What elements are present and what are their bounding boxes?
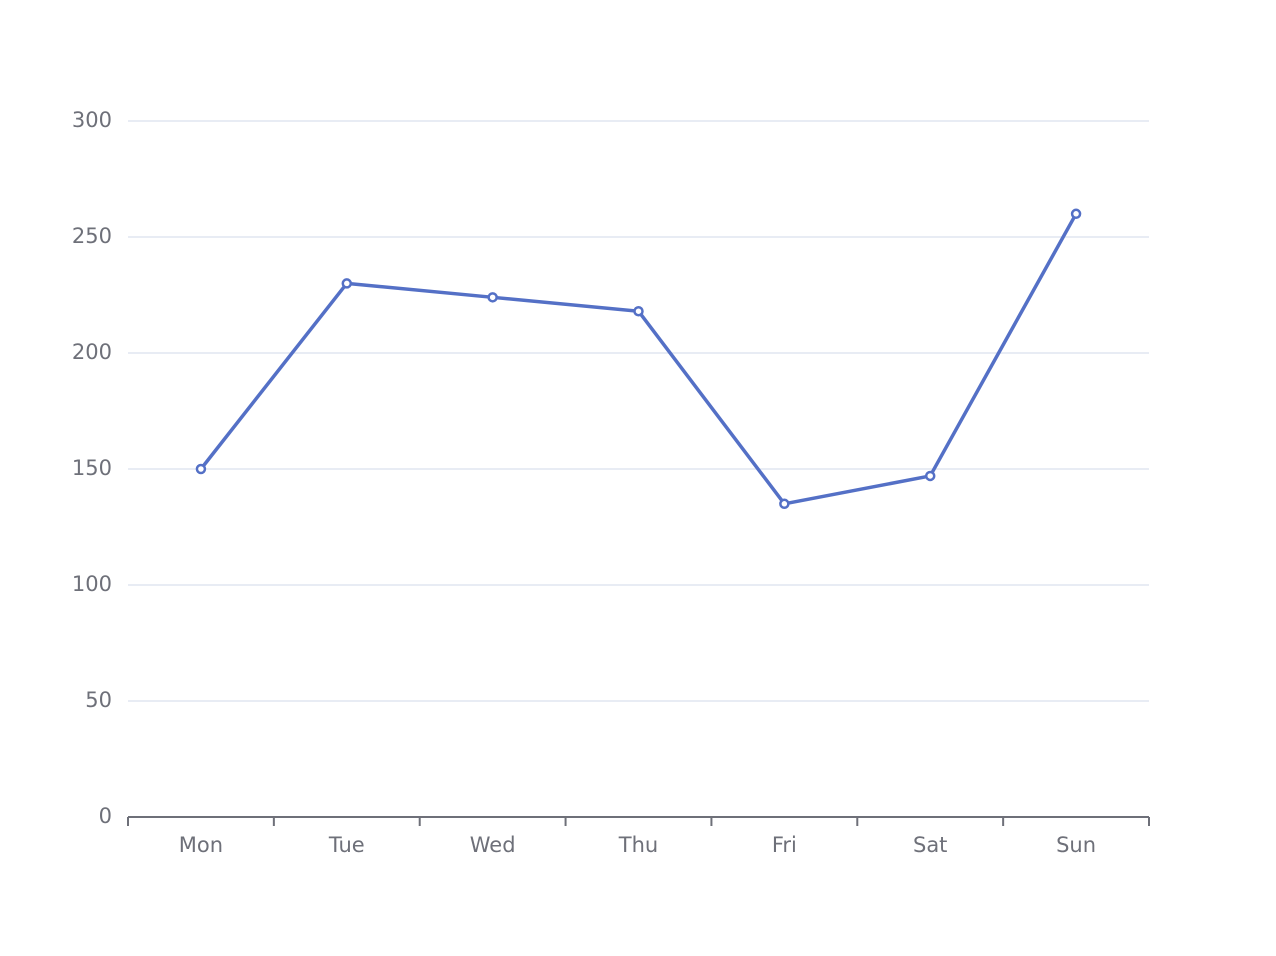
x-tick-label: Mon — [179, 833, 223, 857]
point — [633, 305, 644, 317]
x-tick-label: Thu — [618, 833, 658, 857]
y-tick-label: 100 — [72, 572, 112, 596]
y-tick-label: 150 — [72, 456, 112, 480]
y-tick-label: 300 — [72, 108, 112, 132]
x-tick-label: Fri — [772, 833, 797, 857]
x-tick-label: Tue — [328, 833, 365, 857]
y-tick-label: 50 — [85, 688, 112, 712]
line — [199, 212, 1078, 506]
y-tick-label: 200 — [72, 340, 112, 364]
point — [195, 463, 207, 475]
x-tick-label: Sat — [913, 833, 947, 857]
point — [341, 278, 353, 289]
y-tick-label: 250 — [72, 224, 112, 248]
y-tick-label: 0 — [99, 804, 112, 828]
x-tick-label: Sun — [1056, 833, 1096, 857]
point — [487, 292, 498, 303]
point — [924, 470, 936, 482]
point — [1070, 208, 1082, 220]
x-tick-label: Wed — [470, 833, 516, 857]
point — [779, 498, 790, 510]
